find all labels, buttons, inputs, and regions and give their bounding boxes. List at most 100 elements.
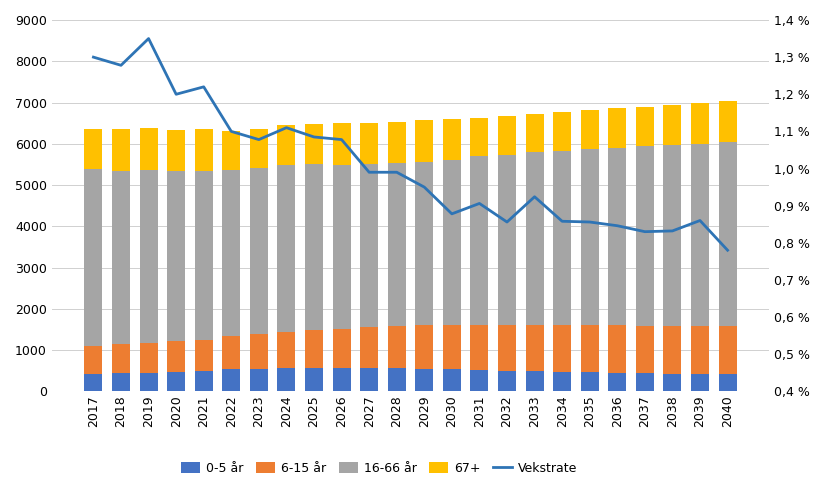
Bar xyxy=(608,373,626,391)
Bar xyxy=(526,152,544,325)
Bar xyxy=(84,169,102,346)
Bar xyxy=(112,171,130,344)
Vekstrate xyxy=(309,134,319,140)
Line: Vekstrate: Vekstrate xyxy=(93,38,728,250)
Bar xyxy=(167,341,185,371)
Bar xyxy=(719,326,737,374)
Bar xyxy=(663,374,681,391)
Bar xyxy=(139,373,158,391)
Bar xyxy=(305,368,323,391)
Bar xyxy=(554,112,571,151)
Bar xyxy=(250,369,268,391)
Bar xyxy=(84,346,102,374)
Bar xyxy=(663,326,681,374)
Bar xyxy=(443,369,461,391)
Bar xyxy=(498,325,516,370)
Bar xyxy=(554,325,571,372)
Bar xyxy=(361,164,378,328)
Bar xyxy=(250,333,268,369)
Bar xyxy=(581,372,599,391)
Bar xyxy=(691,327,709,374)
Vekstrate xyxy=(502,219,512,225)
Bar xyxy=(84,128,102,169)
Vekstrate xyxy=(419,184,429,190)
Bar xyxy=(388,163,406,326)
Bar xyxy=(305,123,323,164)
Vekstrate xyxy=(337,137,346,142)
Bar xyxy=(250,168,268,333)
Vekstrate xyxy=(116,62,126,68)
Bar xyxy=(554,151,571,325)
Bar xyxy=(139,170,158,344)
Vekstrate xyxy=(392,169,402,175)
Bar xyxy=(112,129,130,171)
Bar xyxy=(663,145,681,326)
Bar xyxy=(112,344,130,373)
Vekstrate xyxy=(474,201,484,207)
Bar xyxy=(415,325,433,369)
Bar xyxy=(195,371,213,391)
Bar xyxy=(691,144,709,327)
Bar xyxy=(332,165,351,329)
Vekstrate xyxy=(281,125,291,131)
Bar xyxy=(636,146,654,326)
Bar xyxy=(470,156,488,325)
Bar xyxy=(608,148,626,326)
Bar xyxy=(691,104,709,144)
Bar xyxy=(526,115,544,152)
Bar xyxy=(470,325,488,370)
Bar xyxy=(222,131,240,170)
Bar xyxy=(84,374,102,391)
Vekstrate xyxy=(612,223,622,228)
Bar xyxy=(415,120,433,162)
Bar xyxy=(443,119,461,160)
Vekstrate xyxy=(640,229,650,235)
Bar xyxy=(470,370,488,391)
Bar xyxy=(250,129,268,168)
Vekstrate xyxy=(226,128,236,134)
Bar xyxy=(663,104,681,145)
Bar xyxy=(415,369,433,391)
Bar xyxy=(608,326,626,373)
Bar xyxy=(415,162,433,325)
Vekstrate xyxy=(364,169,374,175)
Bar xyxy=(167,130,185,171)
Bar xyxy=(195,340,213,371)
Vekstrate xyxy=(557,218,567,224)
Legend: 0-5 år, 6-15 år, 16-66 år, 67+, Vekstrate: 0-5 år, 6-15 år, 16-66 år, 67+, Vekstrat… xyxy=(177,457,582,480)
Bar xyxy=(222,170,240,336)
Bar xyxy=(498,155,516,325)
Bar xyxy=(277,125,295,165)
Bar xyxy=(167,371,185,391)
Bar xyxy=(719,141,737,326)
Bar xyxy=(581,109,599,149)
Vekstrate xyxy=(695,218,705,224)
Bar xyxy=(195,171,213,340)
Bar xyxy=(361,122,378,164)
Vekstrate xyxy=(667,228,677,234)
Bar xyxy=(443,160,461,325)
Bar xyxy=(277,368,295,391)
Bar xyxy=(112,373,130,391)
Bar xyxy=(498,370,516,391)
Bar xyxy=(361,368,378,391)
Bar xyxy=(305,164,323,330)
Bar xyxy=(277,331,295,368)
Bar xyxy=(388,326,406,368)
Bar xyxy=(470,118,488,156)
Bar xyxy=(691,374,709,391)
Bar xyxy=(305,330,323,368)
Bar xyxy=(719,374,737,391)
Vekstrate xyxy=(723,247,733,253)
Bar xyxy=(222,336,240,369)
Bar xyxy=(608,108,626,148)
Bar xyxy=(526,371,544,391)
Vekstrate xyxy=(254,137,264,142)
Bar xyxy=(388,122,406,163)
Bar xyxy=(332,123,351,165)
Vekstrate xyxy=(585,219,595,225)
Bar xyxy=(554,372,571,391)
Bar xyxy=(526,325,544,371)
Bar xyxy=(332,329,351,368)
Bar xyxy=(498,116,516,155)
